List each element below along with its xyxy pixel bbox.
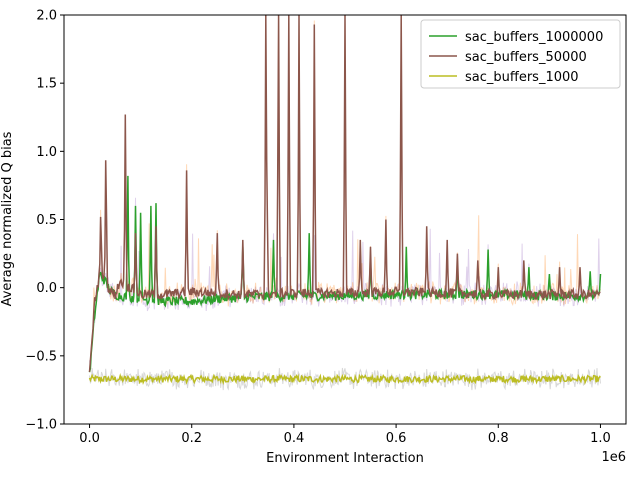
y-tick-label: −1.0 [25,418,57,433]
x-axis-offset-label: 1e6 [601,450,626,465]
x-tick-label: 0.4 [284,431,305,446]
legend-label-0: sac_buffers_1000000 [465,30,603,45]
y-axis: −1.0 −0.5 0.0 0.5 1.0 1.5 2.0 [25,9,64,433]
legend-label-1: sac_buffers_50000 [465,50,587,65]
y-tick-label: 0.0 [36,281,57,296]
x-axis: 0.0 0.2 0.4 0.6 0.8 1.0 [79,424,611,446]
y-axis-label: Average normalized Q bias [0,131,15,306]
x-tick-label: 0.8 [488,431,509,446]
y-tick-label: −0.5 [25,349,57,364]
legend-label-2: sac_buffers_1000 [465,70,579,85]
y-tick-label: 1.0 [36,145,57,160]
x-axis-label: Environment Interaction [266,451,424,466]
x-tick-label: 0.0 [79,431,100,446]
series-line-layer [88,15,602,386]
x-tick-label: 1.0 [590,431,611,446]
legend: sac_buffers_1000000 sac_buffers_50000 sa… [420,19,621,89]
series-line-2 [88,372,601,386]
y-tick-label: 1.5 [36,77,57,92]
legend-box [420,19,621,89]
series-line-1 [88,15,601,373]
x-tick-label: 0.6 [386,431,407,446]
x-tick-label: 0.2 [181,431,202,446]
y-tick-label: 0.5 [36,213,57,228]
y-tick-label: 2.0 [36,9,57,24]
